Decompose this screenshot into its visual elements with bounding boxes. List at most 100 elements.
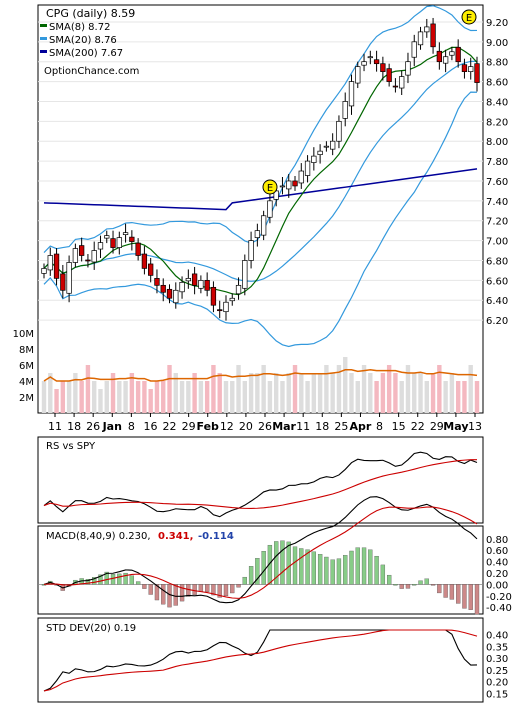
volume-bar [443, 381, 448, 413]
volume-bar [211, 365, 216, 413]
candle-body [204, 280, 210, 291]
macd-histogram-bar [418, 580, 423, 585]
candle-body [260, 215, 267, 236]
macd-histogram-bar [135, 581, 141, 585]
macd-histogram-bar [330, 559, 335, 585]
x-tick-label: May [443, 420, 468, 433]
macd-histogram-bar [368, 549, 373, 585]
volume-bar [85, 365, 91, 413]
legend-swatch [40, 37, 47, 40]
macd-panel-frame [37, 525, 484, 615]
std-average-line [43, 629, 478, 692]
volume-bar [336, 365, 342, 413]
macd-histogram-bar [311, 551, 316, 585]
macd-tick-label: 0.40 [486, 558, 508, 569]
volume-bar [462, 381, 467, 413]
volume-bar [424, 381, 429, 413]
volume-bar [129, 373, 135, 413]
macd-histogram-bar [324, 556, 329, 585]
x-tick-label: Apr [350, 420, 372, 433]
candle-body [104, 235, 110, 239]
volume-bar [355, 381, 360, 413]
volume-bar [361, 365, 367, 413]
sma8-line [43, 46, 478, 296]
candle-body [348, 81, 355, 107]
candle-body [223, 301, 229, 313]
macd-histogram-bar [205, 584, 210, 592]
volume-bar [135, 381, 141, 413]
macd-panel-label: MACD(8,40,9) 0.230, [46, 531, 151, 542]
volume-bar [110, 373, 116, 413]
macd-histogram-bar [98, 574, 103, 585]
macd-signal-line [43, 506, 478, 599]
volume-bar [186, 381, 191, 413]
legend-label: SMA(20) 8.76 [49, 35, 117, 46]
earnings-marker [461, 9, 477, 25]
volume-bar [386, 365, 392, 413]
chart-title: CPG (daily) 8.59 [46, 7, 135, 20]
candle-body [436, 50, 442, 63]
candle-body [148, 263, 154, 276]
std-panel-frame [37, 617, 484, 703]
candle-body [424, 26, 430, 33]
macd-histogram-bar [443, 584, 448, 598]
volume-bar [79, 381, 84, 413]
macd-value-blue: -0.114 [198, 531, 234, 542]
volume-bar [261, 365, 266, 413]
price-tick-label: 6.80 [486, 256, 508, 267]
x-tick-label: 12 [220, 420, 234, 433]
x-tick-label: 25 [334, 420, 348, 433]
macd-histogram-bar [336, 558, 342, 585]
volume-bar [148, 389, 153, 413]
macd-histogram-bar [474, 584, 480, 615]
volume-bar [455, 381, 461, 413]
volume-bar [374, 381, 379, 413]
candle-body [179, 282, 185, 293]
macd-histogram-bar [148, 584, 153, 595]
volume-bar [242, 381, 248, 413]
candle-body [254, 230, 261, 238]
macd-histogram-bar [85, 578, 91, 585]
volume-bar [248, 373, 254, 413]
volume-bar [123, 381, 128, 413]
x-tick-label: 16 [143, 420, 157, 433]
candle-body [185, 278, 191, 282]
macd-histogram-bar [242, 576, 247, 585]
rs-line [43, 451, 478, 518]
macd-line [43, 496, 478, 604]
volume-bar [117, 381, 122, 413]
candle-body [242, 260, 248, 289]
macd-histogram-bar [211, 584, 216, 596]
macd-histogram-bar [399, 584, 404, 589]
x-tick-label: 26 [258, 420, 272, 433]
candle-body [110, 238, 116, 248]
std-tick-label: 0.15 [486, 689, 508, 700]
macd-tick-label: -0.40 [486, 603, 512, 614]
candle-body [91, 250, 97, 263]
macd-histogram-bar [374, 555, 379, 585]
macd-histogram-bar [317, 554, 323, 585]
macd-tick-label: 0.00 [486, 580, 508, 591]
candle-body [229, 297, 235, 302]
macd-tick-label: 0.20 [486, 569, 508, 580]
candle-body [304, 160, 311, 176]
macd-histogram-bar [92, 577, 97, 585]
candle-body [292, 180, 298, 187]
macd-histogram-bar [161, 584, 166, 605]
volume-bar [380, 373, 386, 413]
candle-body [298, 170, 304, 184]
earnings-marker-label: E [466, 13, 472, 24]
candle-body [355, 66, 361, 84]
rs-average-line [43, 459, 478, 510]
candle-body [286, 180, 292, 190]
candle-body [405, 61, 411, 76]
candle-body [373, 59, 380, 65]
sma200-line [43, 168, 478, 211]
candle-body [85, 259, 91, 262]
volume-average-line [43, 369, 478, 382]
candle-body [129, 236, 135, 242]
x-tick-label: 26 [86, 420, 100, 433]
volume-bar [167, 365, 172, 413]
candle-body [267, 200, 273, 218]
macd-histogram-bar [386, 574, 392, 585]
